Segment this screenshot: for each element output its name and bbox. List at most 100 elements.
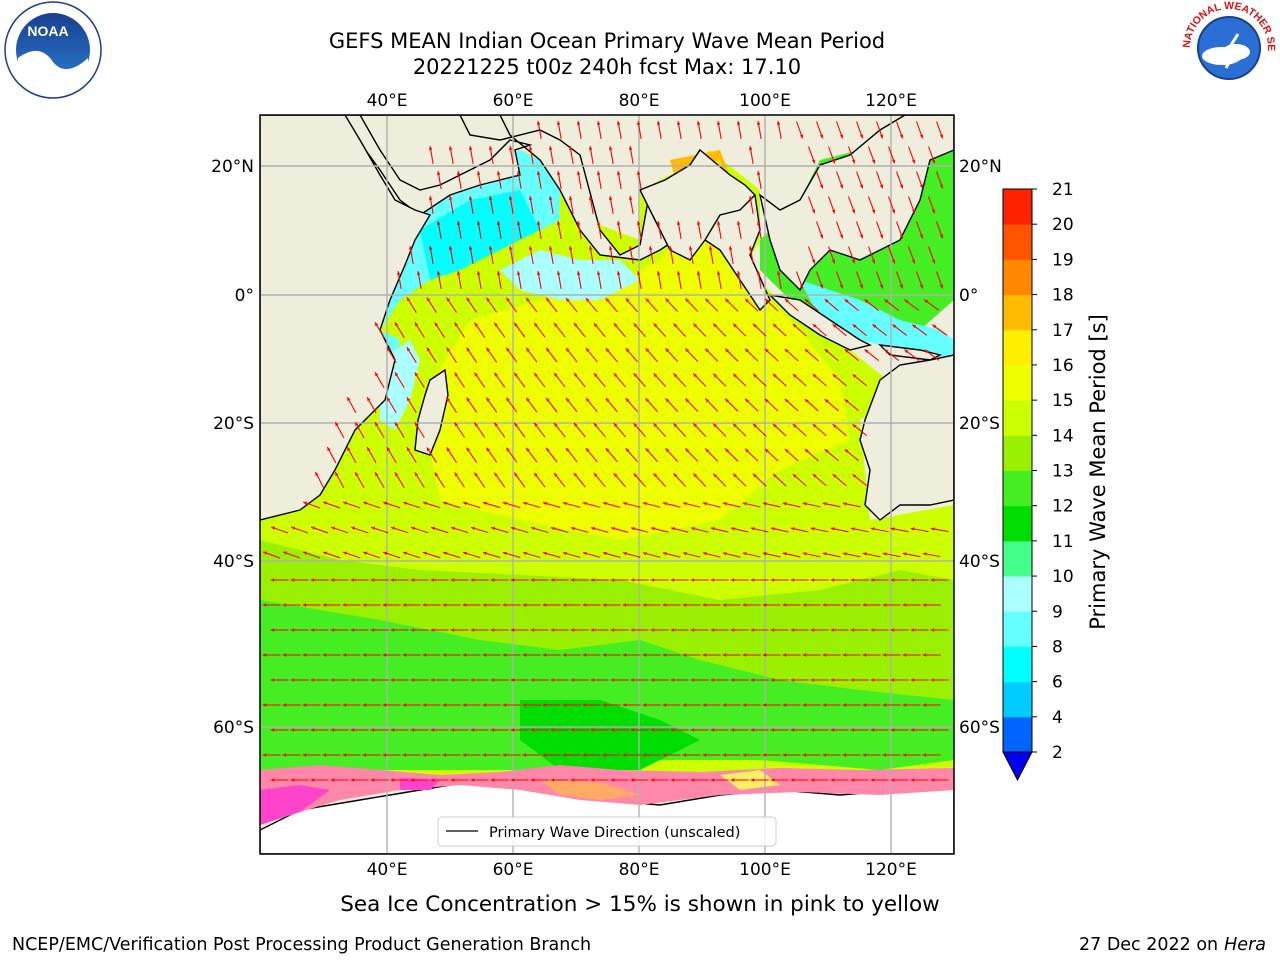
wave-arrow-head (790, 678, 795, 682)
wave-arrow-head (911, 209, 916, 214)
wave-arrow-head (824, 349, 829, 353)
wave-arrow-head (650, 578, 655, 582)
wave-arrow-head (468, 146, 473, 150)
wave-arrow-head (850, 628, 855, 632)
wave-arrow-head (562, 653, 567, 657)
wave-arrow-head (673, 323, 678, 328)
wave-arrow-head (670, 778, 675, 782)
wave-arrow-head (554, 472, 558, 477)
wave-arrow-head (462, 551, 467, 556)
footer-date-text: 27 Dec 2022 on (1079, 935, 1218, 955)
wave-arrow-head (811, 209, 816, 214)
wave-arrow-head (616, 271, 621, 275)
colorbar-ticks: 2 4 6 8 9 10 11 12 13 14 15 16 17 18 19 20 21 (1032, 180, 1074, 763)
wave-arrow-head (394, 322, 399, 327)
wave-arrow-head (696, 121, 701, 125)
wave-arrow-head (262, 603, 267, 607)
wave-arrow-head (322, 753, 327, 757)
wave-arrow-head (812, 374, 817, 378)
wave-arrow-head (790, 578, 795, 582)
wave-arrow-head (750, 678, 755, 682)
wave-arrow-head (633, 473, 638, 478)
wave-arrow-head (262, 653, 267, 657)
wave-arrow-head (582, 603, 587, 607)
wave-arrow-head (570, 628, 575, 632)
wave-arrow-head (347, 397, 351, 402)
map-legend: Primary Wave Direction (unscaled) (437, 816, 777, 847)
wave-arrow-head (770, 578, 775, 582)
wave-arrow-head (593, 473, 598, 477)
wave-arrow-head (442, 603, 447, 607)
wave-arrow-head (910, 527, 915, 531)
wave-arrow-head (422, 603, 427, 607)
wave-arrow-head (804, 449, 809, 453)
wave-arrow-head (662, 753, 667, 757)
wave-arrow-head (733, 373, 737, 378)
wave-arrow-head (506, 397, 510, 402)
wave-arrow-head (756, 221, 761, 225)
wave-arrow-head (323, 551, 328, 555)
wave-arrow-head (310, 728, 315, 732)
wave-arrow-head (310, 678, 315, 682)
wave-arrow-head (705, 298, 710, 303)
wave-arrow-head (650, 526, 655, 531)
wave-arrow-head (696, 221, 701, 225)
wave-arrow-head (819, 134, 824, 139)
wave-arrow-head (842, 502, 847, 506)
wave-arrow-head (434, 322, 439, 327)
wave-arrow-head (665, 448, 670, 453)
wave-arrow-head (653, 323, 658, 328)
wave-arrow-head (872, 324, 877, 329)
wave-arrow-head (566, 397, 570, 402)
wave-arrow-head (642, 603, 647, 607)
wave-arrow-head (508, 146, 513, 150)
wave-arrow-head (430, 628, 435, 632)
wave-arrow-head (263, 551, 268, 555)
wave-arrow-head (832, 424, 837, 428)
wave-arrow-head (342, 703, 347, 707)
wave-arrow-head (402, 603, 407, 607)
wave-arrow-head (542, 501, 547, 506)
wave-arrow-head (506, 447, 510, 452)
wave-arrow-head (653, 373, 658, 378)
wave-arrow-head (347, 447, 351, 452)
wave-arrow-head (466, 297, 471, 302)
wave-arrow-head (582, 703, 587, 707)
wave-arrow-head (688, 246, 693, 250)
wave-arrow-head (862, 653, 867, 657)
wave-arrow-head (582, 653, 587, 657)
wave-arrow-head (822, 603, 827, 607)
wave-arrow-head (656, 221, 661, 225)
wave-arrow-head (922, 603, 927, 607)
wave-arrow-head (870, 578, 875, 582)
wave-arrow-head (745, 398, 749, 403)
wave-arrow-head (693, 473, 698, 478)
lon-labels-top: 40°E 60°E 80°E 100°E 120°E (367, 91, 917, 111)
legend-label: Primary Wave Direction (unscaled) (489, 825, 740, 841)
wave-arrow-head (782, 753, 787, 757)
wave-arrow-head (745, 348, 749, 353)
wave-arrow-head (645, 448, 650, 453)
wave-arrow-head (616, 171, 621, 175)
wave-arrow-head (822, 753, 827, 757)
lat-label-60s-left: 60°S (213, 718, 254, 738)
wave-arrow-head (434, 472, 439, 477)
wave-arrow-head (770, 778, 775, 782)
wave-arrow-head (622, 653, 627, 657)
wave-arrow-head (454, 372, 459, 377)
wave-arrow-head (756, 121, 761, 125)
wave-arrow-head (870, 628, 875, 632)
wave-arrow-head (870, 778, 875, 782)
wave-arrow-head (436, 271, 441, 275)
wave-arrow-head (722, 653, 727, 657)
wave-arrow-head (890, 778, 895, 782)
wave-arrow-head (466, 447, 471, 452)
wave-arrow-head (330, 778, 335, 782)
footer-date: 27 Dec 2022 on Hera (1079, 935, 1266, 955)
wave-arrow-head (530, 778, 535, 782)
colorbar-tick-label: 21 (1052, 180, 1074, 200)
wave-arrow-head (311, 526, 316, 530)
wave-arrow-head (550, 728, 555, 732)
wave-arrow-head (494, 472, 498, 477)
lon-label-100e-top: 100°E (739, 91, 791, 111)
